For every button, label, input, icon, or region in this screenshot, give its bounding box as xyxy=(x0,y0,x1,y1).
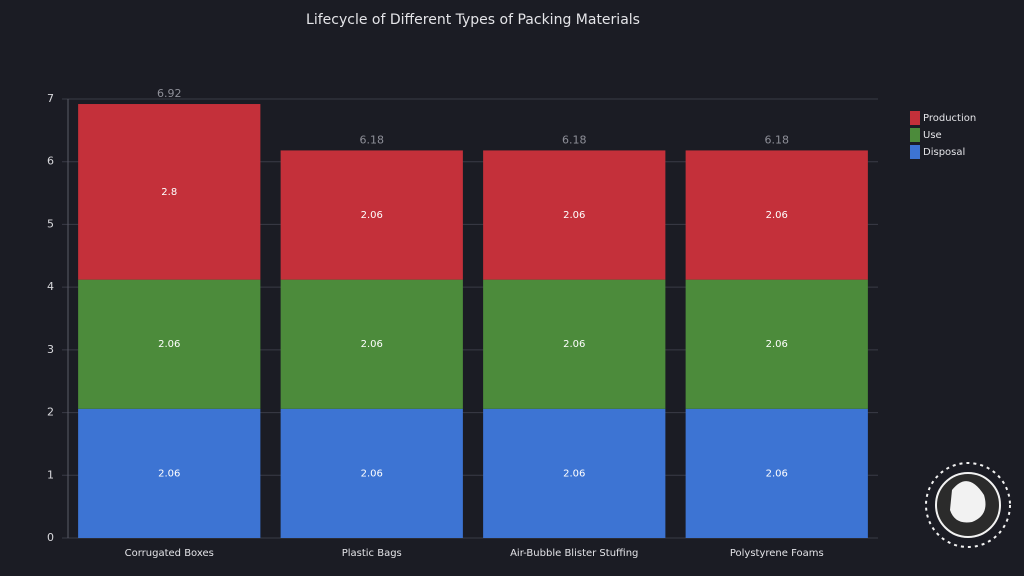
y-tick-label: 0 xyxy=(47,531,54,544)
data-label: 2.06 xyxy=(361,339,383,350)
y-tick-label: 1 xyxy=(47,468,54,481)
legend-swatch xyxy=(910,128,920,142)
data-label: 2.06 xyxy=(766,468,788,479)
data-label: 2.06 xyxy=(158,468,180,479)
total-label: 6.18 xyxy=(360,133,385,146)
y-tick-label: 2 xyxy=(47,406,54,419)
x-tick-label: Plastic Bags xyxy=(342,548,402,559)
data-label: 2.06 xyxy=(766,339,788,350)
bar-segment xyxy=(78,408,261,538)
data-label: 2.06 xyxy=(766,210,788,221)
y-tick-label: 7 xyxy=(47,92,54,105)
x-tick-label: Air-Bubble Blister Stuffing xyxy=(510,548,638,559)
bar-segment xyxy=(483,408,666,538)
data-label: 2.06 xyxy=(158,339,180,350)
y-tick-label: 3 xyxy=(47,343,54,356)
bar-segment xyxy=(483,150,666,280)
bar-segment xyxy=(78,279,261,409)
y-tick-label: 6 xyxy=(47,155,54,168)
chart-title: Lifecycle of Different Types of Packing … xyxy=(306,12,640,28)
data-label: 2.06 xyxy=(361,468,383,479)
x-tick-label: Corrugated Boxes xyxy=(125,548,214,559)
legend-label: Disposal xyxy=(923,147,965,158)
total-label: 6.92 xyxy=(157,87,182,100)
data-label: 2.06 xyxy=(563,468,585,479)
data-label: 2.06 xyxy=(563,210,585,221)
bar-segment xyxy=(483,279,666,409)
bar-segment xyxy=(685,150,868,280)
legend-label: Use xyxy=(923,130,942,141)
total-label: 6.18 xyxy=(765,133,790,146)
total-label: 6.18 xyxy=(562,133,587,146)
bar-segment xyxy=(685,279,868,409)
legend-swatch xyxy=(910,145,920,159)
logo xyxy=(925,462,1011,548)
legend-swatch xyxy=(910,111,920,125)
bar-segment xyxy=(280,279,463,409)
bar-segment xyxy=(280,150,463,280)
bar-segment xyxy=(685,408,868,538)
legend-label: Production xyxy=(923,113,976,124)
y-tick-label: 4 xyxy=(47,280,54,293)
bar-segment xyxy=(78,104,261,280)
bar-segment xyxy=(280,408,463,538)
data-label: 2.8 xyxy=(161,187,177,198)
x-tick-label: Polystyrene Foams xyxy=(730,548,824,559)
y-tick-label: 5 xyxy=(47,217,54,230)
data-label: 2.06 xyxy=(361,210,383,221)
data-label: 2.06 xyxy=(563,339,585,350)
